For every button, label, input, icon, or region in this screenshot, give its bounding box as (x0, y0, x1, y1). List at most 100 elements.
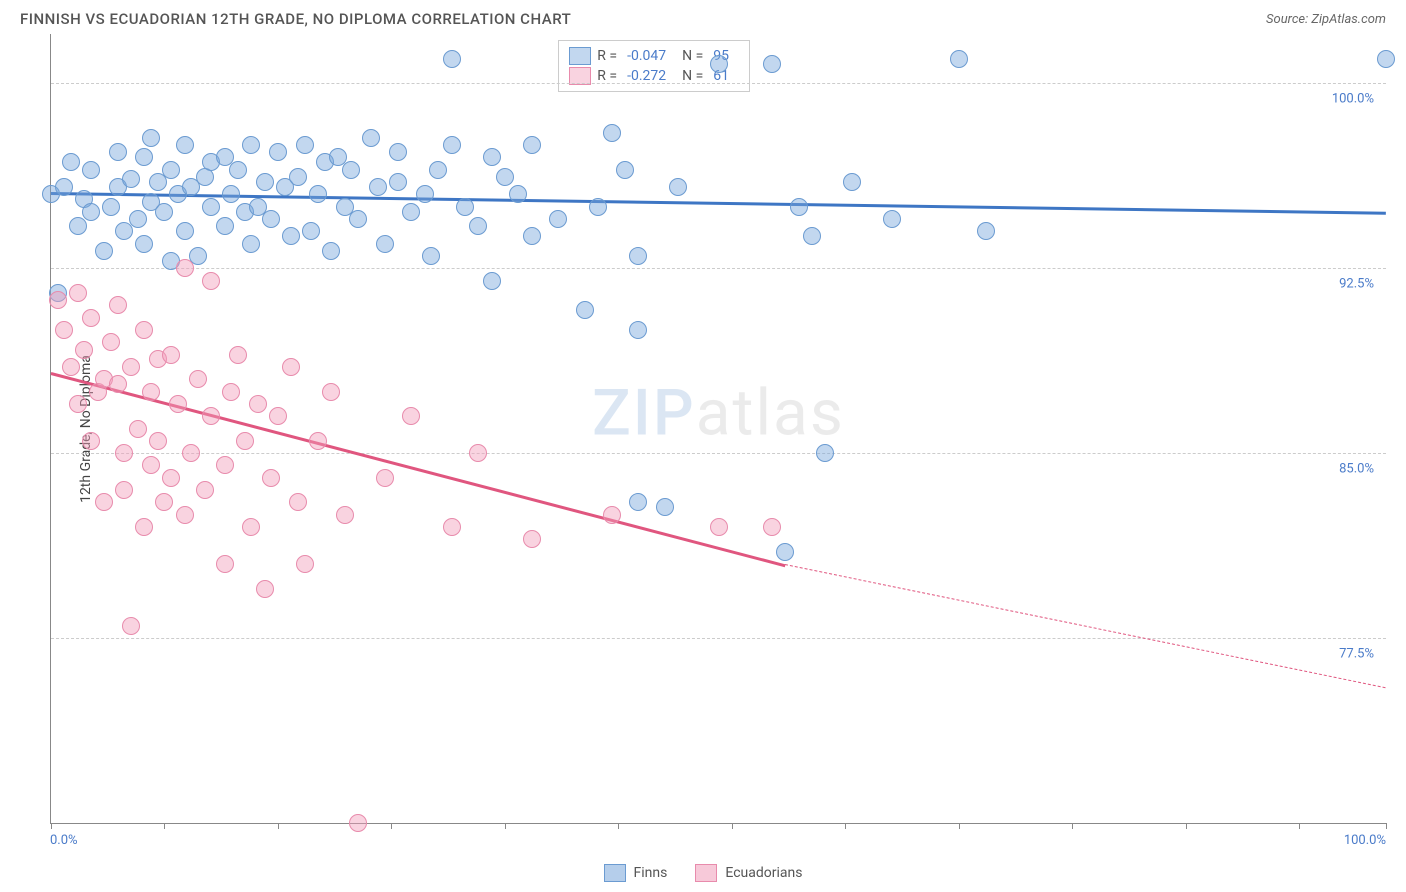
y-tick-label: 85.0% (1339, 462, 1374, 477)
data-point (816, 444, 834, 462)
data-point (289, 168, 307, 186)
x-tick (618, 823, 619, 829)
data-point (82, 203, 100, 221)
legend-r-value: -0.047 (627, 48, 666, 64)
x-tick (1072, 823, 1073, 829)
data-point (242, 136, 260, 154)
plot-area: ZIPatlas R =-0.047N =95R =-0.272N =61 77… (50, 34, 1386, 824)
data-point (309, 185, 327, 203)
series-legend: FinnsEcuadorians (0, 864, 1406, 886)
data-point (523, 530, 541, 548)
legend-swatch (604, 864, 626, 882)
data-point (176, 136, 194, 154)
data-point (603, 506, 621, 524)
data-point (296, 136, 314, 154)
data-point (135, 321, 153, 339)
data-point (496, 168, 514, 186)
data-point (376, 469, 394, 487)
data-point (155, 493, 173, 511)
data-point (843, 173, 861, 191)
data-point (142, 456, 160, 474)
x-axis-min-label: 0.0% (50, 833, 78, 848)
trend-line (51, 372, 786, 567)
gridline (51, 453, 1386, 454)
data-point (69, 395, 87, 413)
x-tick (1386, 823, 1387, 829)
data-point (115, 444, 133, 462)
data-point (349, 210, 367, 228)
data-point (162, 161, 180, 179)
legend-item: Finns (604, 864, 668, 882)
data-point (142, 129, 160, 147)
y-tick-label: 77.5% (1339, 647, 1374, 662)
data-point (182, 444, 200, 462)
data-point (55, 178, 73, 196)
legend-n-label: N = (682, 68, 703, 84)
data-point (216, 456, 234, 474)
data-point (162, 469, 180, 487)
data-point (102, 198, 120, 216)
data-point (109, 375, 127, 393)
data-point (389, 173, 407, 191)
legend-r-label: R = (597, 48, 617, 64)
data-point (402, 203, 420, 221)
legend-swatch (695, 864, 717, 882)
data-point (549, 210, 567, 228)
data-point (149, 432, 167, 450)
data-point (82, 309, 100, 327)
data-point (189, 370, 207, 388)
data-point (262, 210, 280, 228)
watermark-zip: ZIP (592, 375, 696, 450)
data-point (669, 178, 687, 196)
data-point (616, 161, 634, 179)
data-point (109, 296, 127, 314)
data-point (509, 185, 527, 203)
data-point (176, 259, 194, 277)
data-point (322, 242, 340, 260)
data-point (55, 321, 73, 339)
x-tick (845, 823, 846, 829)
data-point (135, 518, 153, 536)
data-point (202, 272, 220, 290)
data-point (262, 469, 280, 487)
data-point (236, 432, 254, 450)
watermark-atlas: atlas (696, 375, 845, 450)
data-point (603, 124, 621, 142)
legend-r-label: R = (597, 68, 617, 84)
data-point (710, 518, 728, 536)
data-point (322, 383, 340, 401)
legend-r-value: -0.272 (627, 68, 666, 84)
data-point (102, 333, 120, 351)
data-point (169, 395, 187, 413)
data-point (95, 493, 113, 511)
data-point (216, 217, 234, 235)
data-point (155, 203, 173, 221)
data-point (222, 185, 240, 203)
chart-title: FINNISH VS ECUADORIAN 12TH GRADE, NO DIP… (20, 10, 571, 28)
data-point (1377, 50, 1395, 68)
x-tick (732, 823, 733, 829)
data-point (115, 481, 133, 499)
data-point (456, 198, 474, 216)
data-point (656, 498, 674, 516)
data-point (763, 55, 781, 73)
data-point (222, 383, 240, 401)
data-point (289, 493, 307, 511)
data-point (122, 617, 140, 635)
gridline (51, 638, 1386, 639)
data-point (389, 143, 407, 161)
legend-label: Finns (634, 865, 668, 881)
data-point (803, 227, 821, 245)
data-point (109, 143, 127, 161)
data-point (576, 301, 594, 319)
x-tick (164, 823, 165, 829)
data-point (122, 358, 140, 376)
data-point (269, 407, 287, 425)
data-point (49, 291, 67, 309)
y-tick-label: 100.0% (1332, 92, 1374, 107)
data-point (883, 210, 901, 228)
data-point (242, 235, 260, 253)
data-point (229, 346, 247, 364)
data-point (296, 555, 314, 573)
y-tick-label: 92.5% (1339, 277, 1374, 292)
